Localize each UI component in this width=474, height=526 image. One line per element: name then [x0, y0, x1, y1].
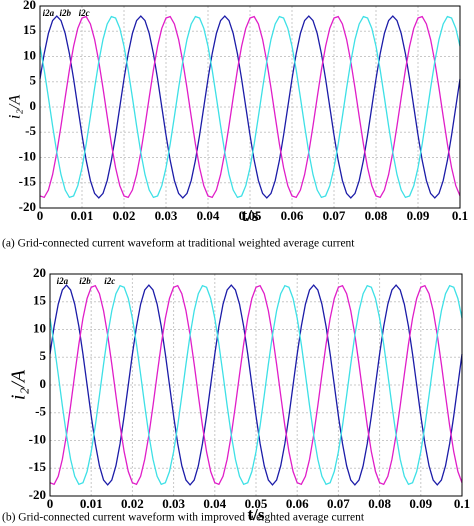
y-tick-label: -20: [29, 487, 46, 502]
x-tick-label: 0.08: [368, 496, 391, 511]
caption: (a) Grid-connected current waveform at t…: [2, 238, 355, 250]
series-label: i2c: [104, 276, 115, 286]
series-line: [49, 284, 463, 486]
y-tick-label: 10: [33, 320, 46, 335]
x-tick-label: 0.09: [407, 208, 430, 223]
y-tick-label: -10: [19, 148, 36, 163]
x-tick-label: 0.1: [452, 208, 468, 223]
series-label: i2b: [59, 8, 71, 18]
x-tick-label: 0.03: [155, 208, 178, 223]
y-tick-label: -20: [19, 199, 36, 214]
caption: (b) Grid-connected current waveform with…: [2, 512, 365, 524]
x-tick-label: 0: [37, 208, 44, 223]
x-tick-label: 0.02: [121, 496, 144, 511]
y-axis-label: i₂/A: [8, 369, 30, 400]
series-line: [39, 15, 461, 199]
x-tick-label: 0.04: [203, 496, 226, 511]
series-label: i2a: [43, 8, 55, 18]
y-tick-label: -5: [25, 123, 36, 138]
series-label: i2b: [79, 276, 91, 286]
plot-frame: [49, 273, 463, 497]
x-tick-label: 0.04: [197, 208, 220, 223]
y-tick-label: -10: [29, 431, 46, 446]
series-label: i2a: [57, 276, 69, 286]
y-tick-label: 20: [23, 0, 36, 12]
y-tick-label: -5: [35, 404, 46, 419]
y-tick-label: -15: [29, 459, 47, 474]
x-tick-label: 0.06: [281, 208, 304, 223]
x-tick-label: 0.05: [239, 208, 262, 223]
y-tick-label: 5: [30, 73, 37, 88]
x-tick-label: 0.05: [245, 496, 268, 511]
y-tick-label: 5: [40, 348, 47, 363]
y-tick-label: 0: [30, 98, 37, 113]
x-axis-label: t/s: [242, 206, 259, 225]
y-tick-label: 10: [23, 47, 36, 62]
y-axis-label: i₂/A: [7, 95, 24, 119]
plot-frame: [39, 5, 461, 209]
y-tick-label: 20: [33, 265, 46, 280]
y-tick-label: 15: [33, 293, 47, 308]
series-line: [49, 284, 463, 486]
x-tick-label: 0.02: [113, 208, 136, 223]
x-tick-label: 0.06: [286, 496, 309, 511]
x-tick-label: 0: [47, 496, 54, 511]
x-tick-label: 0.07: [323, 208, 346, 223]
x-tick-label: 0.08: [365, 208, 388, 223]
series-line: [39, 15, 461, 199]
x-tick-label: 0.1: [454, 496, 470, 511]
x-tick-label: 0.09: [409, 496, 432, 511]
y-tick-label: 0: [40, 376, 47, 391]
series-line: [49, 284, 463, 486]
series-line: [39, 15, 461, 199]
y-tick-label: -15: [19, 174, 37, 189]
x-tick-label: 0.07: [327, 496, 350, 511]
x-tick-label: 0.01: [80, 496, 103, 511]
x-tick-label: 0.01: [71, 208, 94, 223]
x-tick-label: 0.03: [162, 496, 185, 511]
series-label: i2c: [79, 8, 90, 18]
x-axis-label: t/s: [248, 505, 265, 524]
y-tick-label: 15: [23, 22, 37, 37]
